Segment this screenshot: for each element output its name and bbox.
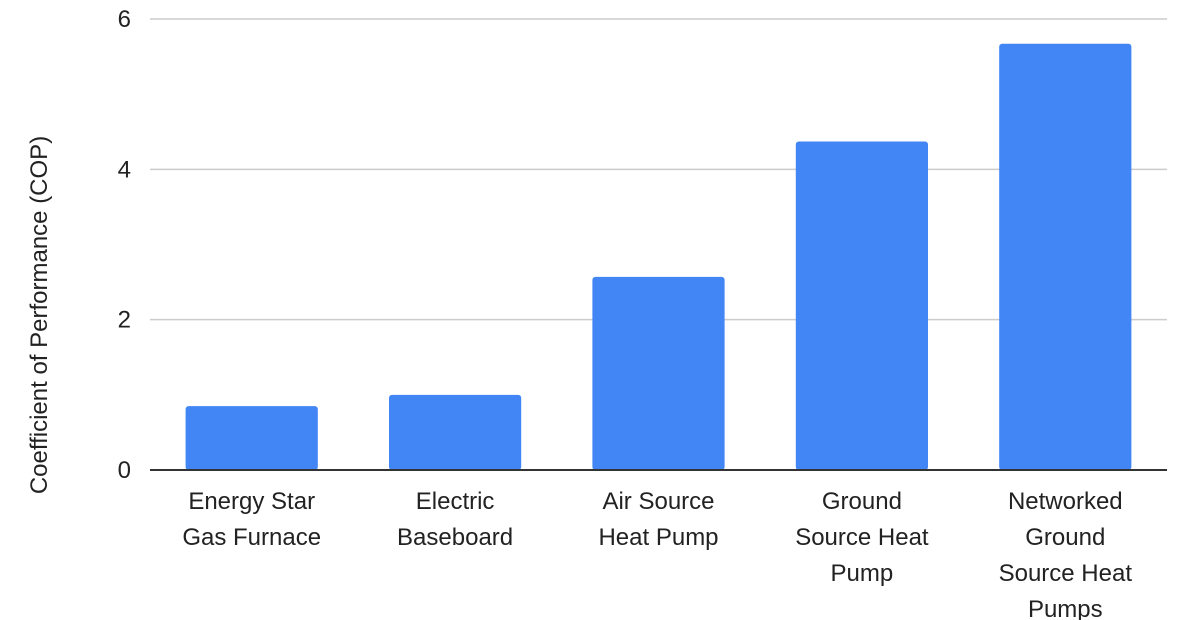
x-category-label-line: Gas Furnace — [182, 524, 321, 551]
bars — [185, 43, 1132, 471]
y-axis-tick-labels: 0 2 4 6 — [118, 6, 131, 484]
x-category-label-line: Air Source — [602, 488, 714, 515]
y-axis-title: Coefficient of Performance (COP) — [26, 136, 53, 494]
y-tick-label: 6 — [118, 6, 131, 33]
x-category-label-line: Source Heat — [999, 560, 1133, 587]
x-category-label-line: Networked — [1008, 488, 1123, 515]
bar — [388, 394, 522, 470]
x-category-label-line: Electric — [416, 488, 495, 515]
x-category-label-line: Ground — [822, 488, 902, 515]
y-tick-label: 0 — [118, 457, 131, 484]
x-category-label: Ground Source Heat Pump — [795, 488, 929, 587]
bar — [185, 406, 318, 470]
x-category-label: Energy Star Gas Furnace — [182, 488, 321, 551]
x-category-label-line: Baseboard — [397, 524, 513, 551]
x-category-label-line: Source Heat — [795, 524, 929, 551]
x-category-label-line: Pump — [831, 560, 894, 587]
y-tick-label: 4 — [118, 156, 131, 183]
x-axis-category-labels: Energy Star Gas Furnace Electric Baseboard A… — [182, 488, 1132, 620]
x-category-label: Networked Ground Source Heat Pumps — [999, 488, 1133, 620]
bar — [592, 276, 725, 470]
x-category-label: Air Source Heat Pump — [598, 488, 718, 551]
x-category-label-line: Ground — [1025, 524, 1105, 551]
x-category-label-line: Energy Star — [188, 488, 315, 515]
y-tick-label: 2 — [118, 307, 131, 334]
bar — [795, 141, 929, 470]
x-category-label: Electric Baseboard — [397, 488, 513, 551]
x-category-label-line: Heat Pump — [598, 524, 718, 551]
x-category-label-line: Pumps — [1028, 596, 1103, 620]
bar — [999, 43, 1132, 471]
